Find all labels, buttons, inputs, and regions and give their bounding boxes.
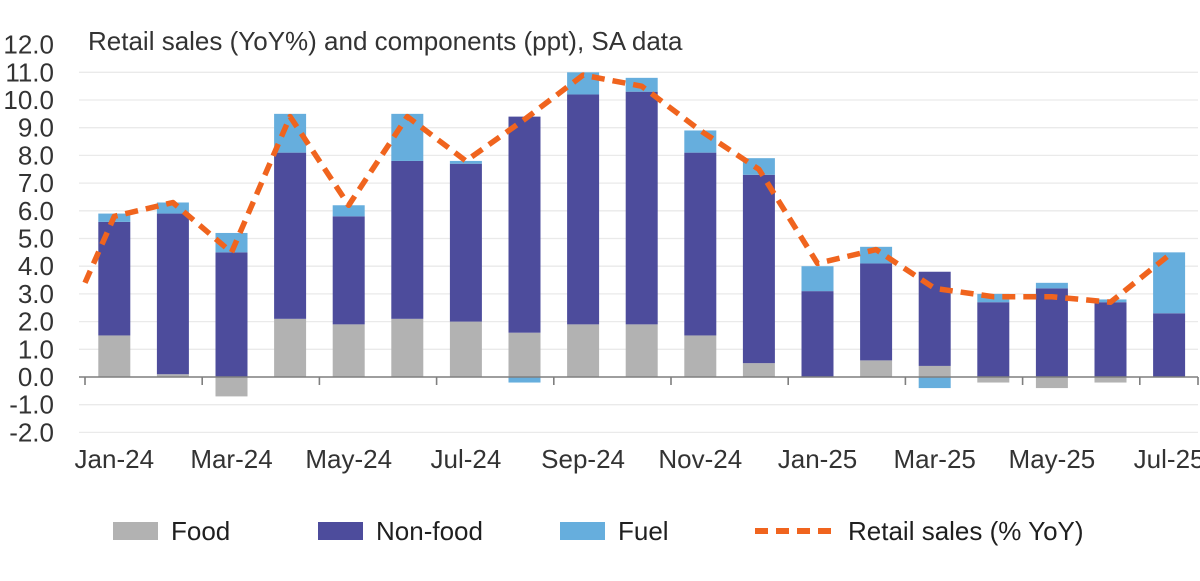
bar-segment-food xyxy=(684,335,717,377)
y-axis-label: 12.0 xyxy=(3,30,54,60)
legend-item-fuel: Fuel xyxy=(560,514,669,548)
bar-segment-non-food xyxy=(977,302,1010,377)
fuel-swatch-icon xyxy=(560,522,605,540)
y-axis-label: 0.0 xyxy=(18,362,54,392)
bar-segment-food xyxy=(918,365,951,377)
bar-segment-food xyxy=(1035,377,1068,389)
x-axis xyxy=(79,376,1199,385)
y-axis-label: 2.0 xyxy=(18,307,54,337)
bar-segment-food xyxy=(332,324,365,377)
y-axis-label: 8.0 xyxy=(18,140,54,170)
bar-segment-non-food xyxy=(1035,288,1068,377)
retail-sales-dashed-line xyxy=(82,72,1171,305)
bar-segment-food xyxy=(567,324,600,377)
bar-segment-non-food xyxy=(684,152,717,336)
bar-segment-non-food xyxy=(274,152,307,319)
y-axis-label: -1.0 xyxy=(9,390,54,420)
legend-item-food: Food xyxy=(113,514,230,548)
x-axis-labels: Jan-24 Mar-24 May-24 Jul-24 Sep-24 Nov-24 Jan-… xyxy=(75,444,1200,474)
legend-label-food: Food xyxy=(171,515,231,546)
legend-label-fuel: Fuel xyxy=(618,515,669,546)
x-axis-label: Mar-25 xyxy=(894,444,976,474)
y-axis-label: 7.0 xyxy=(18,168,54,198)
bar-segment-non-food xyxy=(449,163,482,322)
bar-segment-fuel xyxy=(508,377,541,383)
bar-segment-food xyxy=(860,360,893,377)
x-axis-label: Jul-24 xyxy=(430,444,501,474)
bar-segment-food xyxy=(625,324,658,377)
y-axis-label: 6.0 xyxy=(18,196,54,226)
bar-segment-non-food xyxy=(567,94,600,325)
bar-segment-food xyxy=(508,332,541,377)
bars-group xyxy=(98,72,1186,397)
y-axis-labels: 12.011.010.09.08.07.06.05.04.03.02.01.00… xyxy=(3,30,54,448)
bar-segment-fuel xyxy=(801,266,834,292)
bar-segment-non-food xyxy=(625,91,658,325)
chart-title: Retail sales (YoY%) and components (ppt)… xyxy=(88,26,683,56)
bar-segment-food xyxy=(449,321,482,377)
legend-item-non-food: Non-food xyxy=(318,514,483,548)
bar-segment-food xyxy=(156,374,189,377)
bar-segment-food xyxy=(742,363,775,377)
y-axis-label: 5.0 xyxy=(18,224,54,254)
bar-segment-food xyxy=(391,318,424,377)
bar-segment-fuel xyxy=(449,160,482,164)
bar-segment-non-food xyxy=(918,271,951,366)
bar-segment-non-food xyxy=(860,263,893,361)
bar-segment-fuel xyxy=(332,205,365,217)
bar-segment-non-food xyxy=(156,213,189,375)
bar-segment-fuel xyxy=(1035,282,1068,289)
chart-legend: Food Non-food Fuel Retail sales (% YoY) xyxy=(0,514,1200,548)
x-axis-label: May-24 xyxy=(305,444,392,474)
bar-segment-food xyxy=(215,377,248,397)
bar-segment-non-food xyxy=(742,174,775,364)
legend-item-retail-sales-line: Retail sales (% YoY) xyxy=(755,514,1084,548)
legend-label-non-food: Non-food xyxy=(376,515,483,546)
bar-segment-non-food xyxy=(391,160,424,319)
y-axis-label: 11.0 xyxy=(5,57,54,87)
y-axis-label: 9.0 xyxy=(18,113,54,143)
non-food-swatch-icon xyxy=(318,522,363,540)
y-axis-label: 1.0 xyxy=(18,334,54,364)
x-axis-label: Jan-24 xyxy=(75,444,155,474)
bar-segment-food xyxy=(274,318,307,377)
bar-segment-non-food xyxy=(215,252,248,377)
x-axis-label: Jan-25 xyxy=(778,444,858,474)
bar-segment-non-food xyxy=(1153,313,1186,377)
x-axis-label: Nov-24 xyxy=(658,444,742,474)
x-axis-label: Sep-24 xyxy=(541,444,625,474)
bar-segment-food xyxy=(1094,377,1127,383)
bar-segment-non-food xyxy=(801,291,834,377)
y-axis-label: 4.0 xyxy=(18,251,54,281)
x-axis-label: Mar-24 xyxy=(190,444,272,474)
bar-segment-fuel xyxy=(156,202,189,214)
food-swatch-icon xyxy=(113,522,158,540)
dashed-line-swatch-icon xyxy=(755,528,835,534)
bar-segment-non-food xyxy=(1094,302,1127,377)
bar-segment-food xyxy=(977,377,1010,383)
bar-segment-food xyxy=(98,335,131,377)
x-axis-label: May-25 xyxy=(1009,444,1096,474)
bar-segment-fuel xyxy=(918,377,951,389)
y-axis-label: 10.0 xyxy=(3,85,54,115)
x-axis-label: Jul-25 xyxy=(1134,444,1200,474)
bar-segment-non-food xyxy=(332,216,365,325)
y-axis-label: -2.0 xyxy=(9,417,54,447)
legend-label-retail-sales: Retail sales (% YoY) xyxy=(848,515,1084,546)
chart-canvas: 12.011.010.09.08.07.06.05.04.03.02.01.00… xyxy=(3,30,1200,474)
bar-segment-non-food xyxy=(508,116,541,333)
y-axis-label: 3.0 xyxy=(18,279,54,309)
retail-sales-line xyxy=(82,72,1171,305)
